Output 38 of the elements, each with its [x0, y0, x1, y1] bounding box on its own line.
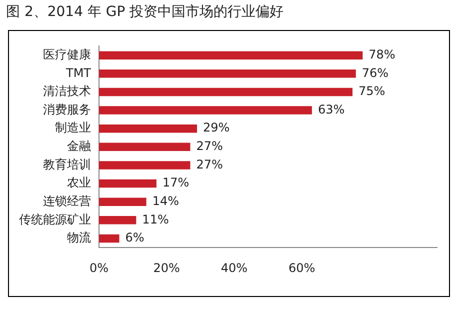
data-label: 63%	[318, 102, 345, 116]
y-tick-label: 消费服务	[43, 102, 91, 116]
x-tick-label: 60%	[288, 260, 316, 275]
data-label: 29%	[203, 120, 230, 135]
bar	[99, 70, 356, 78]
bar	[99, 124, 198, 133]
bar	[99, 216, 136, 224]
y-tick-label: 教育培训	[43, 157, 91, 172]
data-label: 6%	[125, 230, 144, 245]
x-tick-label: 0%	[89, 260, 109, 275]
data-label: 17%	[162, 176, 190, 190]
y-tick-label: 医疗健康	[43, 47, 91, 62]
y-tick-label: 金融	[67, 139, 91, 154]
data-label: 78%	[368, 47, 396, 62]
bar	[99, 142, 190, 152]
data-label: 27%	[196, 139, 223, 154]
x-tick-label: 40%	[220, 260, 248, 275]
data-label: 76%	[362, 66, 389, 80]
data-label: 27%	[196, 157, 223, 172]
y-tick-label: TMT	[64, 66, 92, 80]
data-label: 14%	[152, 194, 179, 208]
chart-title: 图 2、2014 年 GP 投资中国市场的行业偏好	[6, 3, 284, 21]
bar	[99, 88, 352, 96]
data-label: 11%	[142, 212, 169, 226]
bar	[99, 106, 312, 114]
bar	[99, 198, 146, 206]
y-tick-label: 物流	[67, 230, 91, 245]
y-tick-label: 清洁技术	[43, 84, 91, 98]
bar	[99, 51, 363, 60]
x-tick-label: 20%	[153, 260, 180, 275]
y-tick-label: 农业	[67, 176, 91, 190]
bar	[99, 161, 190, 170]
y-tick-label: 连锁经营	[43, 194, 91, 208]
y-tick-label: 传统能源矿业	[19, 212, 91, 226]
bar	[99, 234, 120, 243]
y-tick-label: 制造业	[55, 120, 91, 135]
bar	[99, 179, 156, 188]
data-label: 75%	[358, 84, 386, 98]
